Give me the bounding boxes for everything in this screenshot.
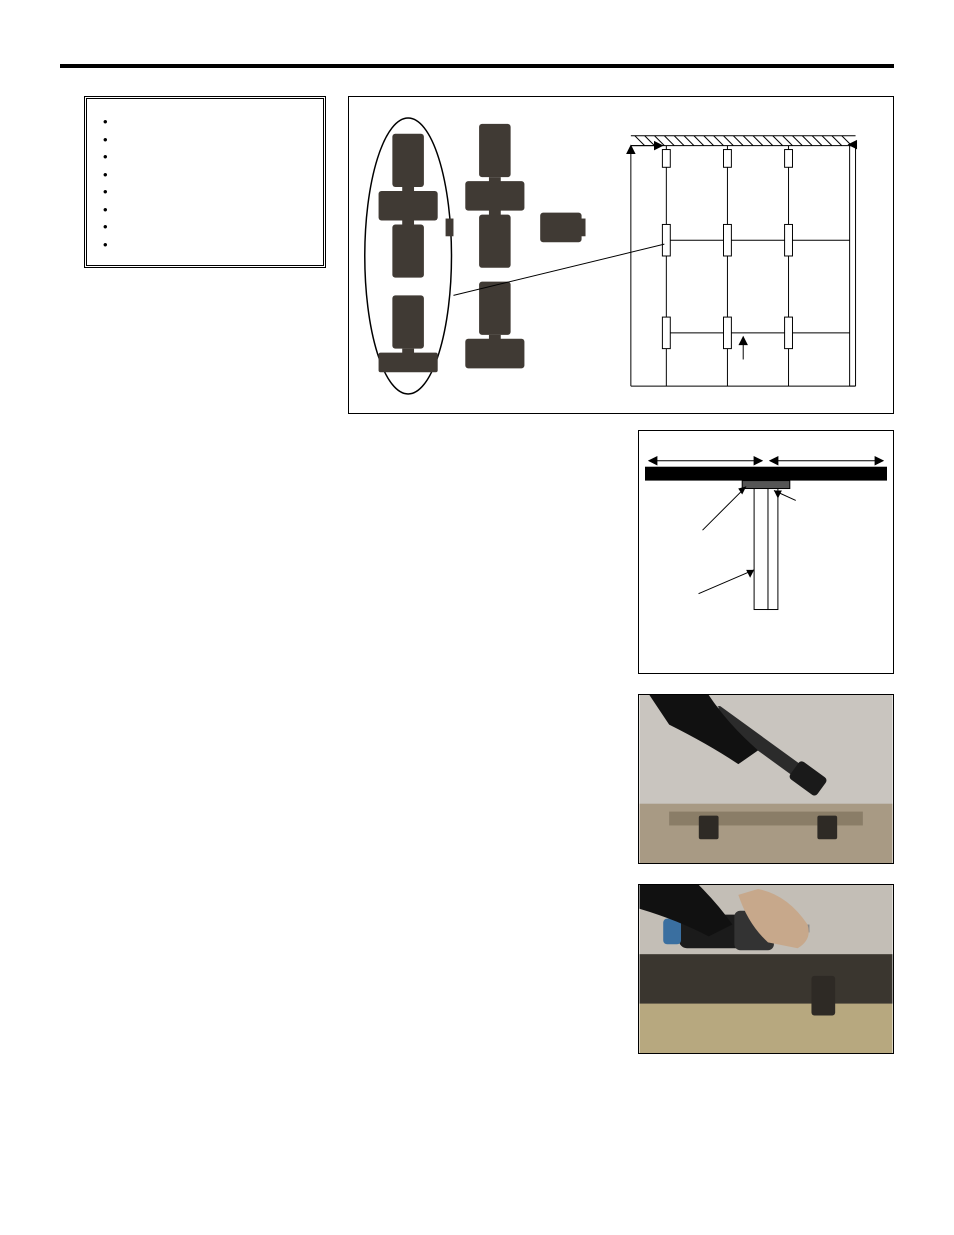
figure-4 (638, 884, 894, 1054)
tools-box (84, 96, 326, 268)
tools-item (103, 218, 311, 236)
tools-item (103, 131, 311, 149)
side-column (638, 430, 894, 1054)
top-row (60, 96, 894, 414)
figure-2 (638, 430, 894, 674)
tools-item (103, 183, 311, 201)
tools-item (103, 148, 311, 166)
figure-3-photo (639, 695, 893, 863)
tools-item (103, 201, 311, 219)
title-rule (60, 64, 894, 68)
tools-item (103, 236, 311, 254)
figure-1-diagram (349, 97, 893, 413)
figure-4-photo (639, 885, 893, 1053)
body-text (60, 430, 616, 442)
figure-1 (348, 96, 894, 414)
figure-2-diagram (639, 431, 893, 673)
body-row (60, 430, 894, 1054)
tools-item (103, 113, 311, 131)
figure-3 (638, 694, 894, 864)
tools-list (103, 113, 311, 253)
tools-item (103, 166, 311, 184)
